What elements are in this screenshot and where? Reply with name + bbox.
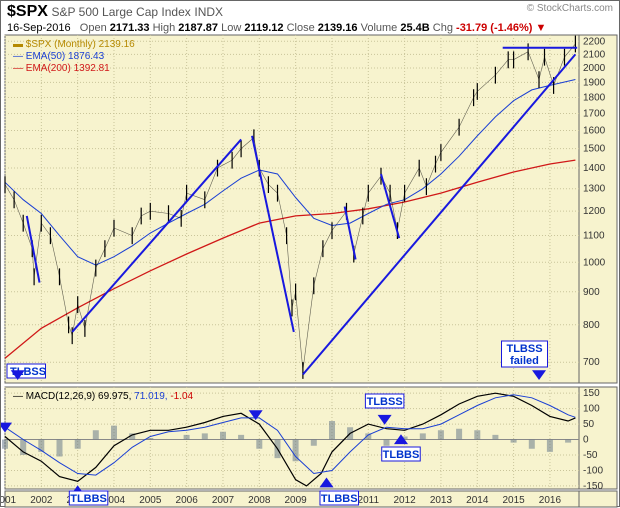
volume-label: Volume: [361, 22, 398, 34]
svg-text:failed: failed: [510, 355, 539, 367]
open-value: 2171.33: [110, 22, 150, 34]
svg-text:2006: 2006: [176, 495, 199, 506]
svg-text:700: 700: [583, 357, 600, 368]
chart-svg: 2001200220032004200520062007200820092010…: [1, 33, 619, 508]
svg-text:2002: 2002: [30, 495, 53, 506]
svg-text:2014: 2014: [466, 495, 489, 506]
svg-text:1800: 1800: [583, 93, 606, 104]
svg-text:2009: 2009: [285, 495, 308, 506]
svg-text:2016: 2016: [539, 495, 562, 506]
svg-text:1400: 1400: [583, 163, 606, 174]
attribution-text: © StockCharts.com: [527, 3, 613, 14]
svg-text:-150: -150: [583, 481, 603, 492]
svg-text:TLBBS: TLBBS: [383, 449, 420, 461]
exchange-text: INDX: [194, 5, 223, 19]
svg-text:2001: 2001: [1, 495, 17, 506]
svg-text:TLBBS: TLBBS: [70, 493, 107, 505]
svg-text:2013: 2013: [430, 495, 453, 506]
svg-text:1700: 1700: [583, 109, 606, 120]
svg-text:2200: 2200: [583, 36, 606, 47]
svg-text:-50: -50: [583, 450, 598, 461]
svg-text:800: 800: [583, 320, 600, 331]
svg-text:1200: 1200: [583, 206, 606, 217]
open-label: Open: [80, 22, 107, 34]
header-line2: 16-Sep-2016 Open 2171.33 High 2187.87 Lo…: [7, 22, 613, 34]
chg-label: Chg: [433, 22, 453, 34]
chg-value: -31.79 (-1.46%): [456, 22, 532, 34]
header-line1: $SPX S&P 500 Large Cap Index INDX: [7, 3, 613, 21]
svg-text:TLBSS: TLBSS: [506, 343, 542, 355]
svg-text:1300: 1300: [583, 184, 606, 195]
close-label: Close: [287, 22, 315, 34]
svg-text:— MACD(12,26,9) 69.975, 71.019: — MACD(12,26,9) 69.975, 71.019, -1.04: [13, 391, 194, 402]
svg-text:2007: 2007: [212, 495, 235, 506]
high-value: 2187.87: [178, 22, 218, 34]
svg-text:— EMA(200) 1392.81: — EMA(200) 1392.81: [13, 63, 110, 74]
low-value: 2119.12: [244, 22, 283, 34]
svg-text:1000: 1000: [583, 257, 606, 268]
svg-text:1900: 1900: [583, 77, 606, 88]
svg-text:2011: 2011: [358, 495, 380, 506]
svg-text:100: 100: [583, 404, 600, 415]
svg-text:0: 0: [583, 435, 589, 446]
down-arrow-icon: ▼: [536, 22, 547, 34]
svg-text:900: 900: [583, 287, 600, 298]
svg-text:1500: 1500: [583, 144, 606, 155]
svg-text:2012: 2012: [393, 495, 416, 506]
svg-text:2000: 2000: [583, 63, 606, 74]
high-label: High: [153, 22, 176, 34]
svg-text:2100: 2100: [583, 49, 606, 60]
svg-text:150: 150: [583, 388, 600, 399]
close-value: 2139.16: [318, 22, 358, 34]
svg-text:1100: 1100: [583, 231, 605, 242]
svg-text:— EMA(50) 1876.43: — EMA(50) 1876.43: [13, 51, 105, 62]
svg-text:2008: 2008: [248, 495, 271, 506]
svg-text:TLBBS: TLBBS: [321, 493, 358, 505]
symbol-text: $SPX: [7, 3, 48, 20]
svg-text:TLBSS: TLBSS: [367, 396, 403, 408]
date-text: 16-Sep-2016: [7, 22, 71, 34]
stock-chart-container: © StockCharts.com $SPX S&P 500 Large Cap…: [0, 0, 620, 507]
svg-text:2015: 2015: [502, 495, 525, 506]
chart-header: © StockCharts.com $SPX S&P 500 Large Cap…: [1, 1, 619, 33]
volume-value: 25.4B: [400, 22, 429, 34]
low-label: Low: [221, 22, 241, 34]
svg-text:1600: 1600: [583, 126, 606, 137]
svg-text:2005: 2005: [139, 495, 162, 506]
description-text: S&P 500 Large Cap Index: [52, 5, 191, 19]
svg-text:▬ $SPX (Monthly) 2139.16: ▬ $SPX (Monthly) 2139.16: [13, 39, 135, 50]
svg-text:50: 50: [583, 419, 595, 430]
svg-text:-100: -100: [583, 465, 603, 476]
